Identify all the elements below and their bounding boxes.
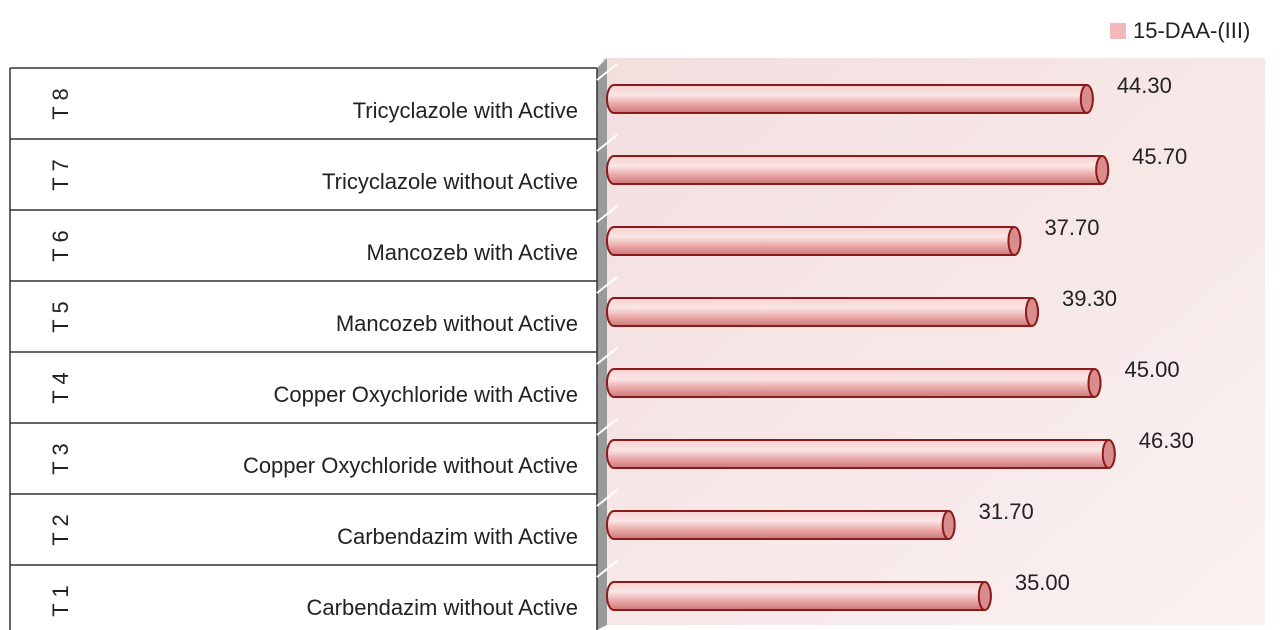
bar [606,510,956,540]
bar [606,297,1039,327]
depth-line [596,63,618,81]
code-label: T 1 [48,585,73,616]
value-label: 45.00 [1125,357,1180,382]
bar [606,581,992,611]
bar-body [606,297,1039,327]
code-label: T 8 [48,88,73,119]
bar-body [606,510,956,540]
value-label: 45.70 [1132,144,1187,169]
bar-cap [1095,155,1110,185]
bar-body [606,226,1022,256]
value-label: 46.30 [1139,428,1194,453]
code-label: T 7 [48,159,73,190]
value-label: 37.70 [1044,215,1099,240]
code-label: T 5 [48,301,73,332]
category-label: Mancozeb with Active [366,240,578,265]
value-label: 35.00 [1015,570,1070,595]
depth-line [596,205,618,223]
depth-line [596,347,618,365]
bar-cap [1007,226,1022,256]
depth-line [596,276,618,294]
bar-cap [1079,84,1094,114]
depth-line [596,489,618,507]
bar-cap [977,581,992,611]
category-label: Carbendazim with Active [337,524,578,549]
category-label: Mancozeb without Active [336,311,578,336]
legend-label: 15-DAA-(III) [1133,18,1250,43]
code-label: T 6 [48,230,73,261]
category-label: Copper Oxychloride with Active [274,382,578,407]
bar-cap [941,510,956,540]
bar [606,84,1094,114]
bar-body [606,84,1094,114]
category-label: Carbendazim without Active [307,595,578,620]
legend-swatch [1110,23,1126,39]
value-label: 44.30 [1117,73,1172,98]
bar [606,368,1102,398]
side-wall [597,58,607,630]
code-label: T 2 [48,514,73,545]
depth-line [596,560,618,578]
value-label: 31.70 [979,499,1034,524]
bar-cap [1087,368,1102,398]
bar [606,155,1110,185]
bar-body [606,368,1102,398]
value-label: 39.30 [1062,286,1117,311]
bar-body [606,439,1116,469]
bar-body [606,581,992,611]
category-table [9,68,598,630]
category-label: Tricyclazole without Active [322,169,578,194]
depth-line [596,418,618,436]
category-label: Tricyclazole with Active [353,98,578,123]
bar-body [606,155,1110,185]
bar-cap [1101,439,1116,469]
bar [606,439,1116,469]
code-label: T 4 [48,372,73,403]
bar-cap [1024,297,1039,327]
depth-line [596,134,618,152]
code-label: T 3 [48,443,73,474]
category-label: Copper Oxychloride without Active [243,453,578,478]
bar [606,226,1022,256]
